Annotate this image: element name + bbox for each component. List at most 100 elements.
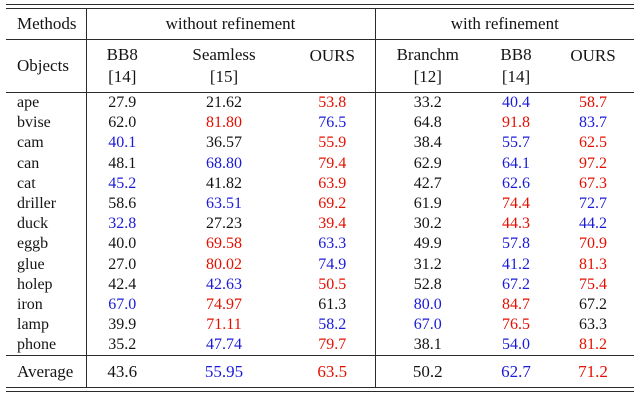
row-label: glue xyxy=(17,255,45,273)
value-cell: 64.1 xyxy=(502,154,530,172)
value-cell: 53.8 xyxy=(318,94,347,112)
value-cell: 47.74 xyxy=(206,336,242,354)
object-row: driller 58.6 63.51 69.2 61.9 74.4 72.7 xyxy=(6,193,634,215)
object-row: duck 32.8 27.23 39.4 30.2 44.3 44.2 xyxy=(6,214,634,235)
value-cell: 38.4 xyxy=(374,133,480,154)
value-cell: 27.23 xyxy=(206,215,242,233)
value-cell: 63.5 xyxy=(290,355,375,388)
object-row: cat 45.2 41.82 63.9 42.7 62.6 67.3 xyxy=(6,173,634,194)
value-cell: 32.8 xyxy=(85,214,158,235)
value-cell: 31.2 xyxy=(374,254,480,275)
value-cell: 80.0 xyxy=(374,294,480,316)
value-cell: 91.8 xyxy=(502,114,530,132)
value-cell: 63.3 xyxy=(579,316,607,334)
methods-label: Methods xyxy=(6,9,86,40)
value-cell: 38.1 xyxy=(374,335,480,356)
top-double-rule xyxy=(6,4,634,9)
value-cell: 64.8 xyxy=(374,113,480,134)
value-cell: 62.6 xyxy=(502,174,530,192)
objects-label: Objects xyxy=(6,39,86,93)
value-cell: 21.62 xyxy=(206,94,242,112)
column-header-ours-w: OURS xyxy=(552,39,634,93)
method-citation: [14] xyxy=(108,67,137,86)
row-label: Average xyxy=(6,355,86,388)
bottom-double-rule xyxy=(6,387,634,393)
row-label: cam xyxy=(17,134,44,152)
row-label: duck xyxy=(17,215,49,233)
value-cell: 58.7 xyxy=(579,94,607,112)
table-body: ape 27.9 21.62 53.8 33.2 40.4 58.7 bvise 62.0 81.… xyxy=(6,92,634,356)
value-cell: 76.5 xyxy=(318,114,347,132)
value-cell: 71.2 xyxy=(552,355,634,388)
method-name: BB8 xyxy=(106,44,138,64)
value-cell: 43.6 xyxy=(85,355,158,388)
value-cell: 67.0 xyxy=(85,294,158,316)
value-cell: 58.6 xyxy=(85,193,158,215)
value-cell: 52.8 xyxy=(374,274,480,295)
value-cell: 40.1 xyxy=(85,133,158,154)
row-label: cat xyxy=(17,174,36,192)
value-cell: 27.0 xyxy=(85,254,158,275)
object-row: can 48.1 68.80 79.4 62.9 64.1 97.2 xyxy=(6,153,634,174)
column-header-branchm-w: Branchm [12] xyxy=(374,39,480,93)
row-label: bvise xyxy=(17,114,51,132)
row-label: iron xyxy=(17,295,43,313)
average-row: Average 43.6 55.95 63.5 50.2 62.7 71.2 xyxy=(6,355,634,388)
object-row: cam 40.1 36.57 55.9 38.4 55.7 62.5 xyxy=(6,133,634,154)
value-cell: 57.8 xyxy=(502,235,530,253)
value-cell: 44.3 xyxy=(502,215,530,233)
row-label: ape xyxy=(17,94,40,112)
value-cell: 40.4 xyxy=(502,94,530,112)
method-name: Seamless xyxy=(192,44,256,64)
value-cell: 80.02 xyxy=(206,255,242,273)
value-cell: 61.9 xyxy=(374,193,480,215)
method-citation: [14] xyxy=(501,67,531,86)
value-cell: 67.2 xyxy=(502,275,530,293)
object-row: lamp 39.9 71.11 58.2 67.0 76.5 63.3 xyxy=(6,315,634,336)
value-cell: 69.58 xyxy=(206,235,242,253)
method-citation: [15] xyxy=(209,67,239,86)
value-cell: 62.9 xyxy=(374,153,480,174)
value-cell: 55.9 xyxy=(318,134,347,152)
value-cell: 84.7 xyxy=(502,295,530,313)
group-header-without-refinement: without refinement xyxy=(85,9,375,40)
row-label: can xyxy=(17,154,40,172)
value-cell: 54.0 xyxy=(502,336,530,354)
value-cell: 63.9 xyxy=(318,174,347,192)
value-cell: 40.0 xyxy=(85,234,158,255)
object-row: phone 35.2 47.74 79.7 38.1 54.0 81.2 xyxy=(6,335,634,356)
column-header-ours-wo: OURS xyxy=(290,39,375,93)
value-cell: 69.2 xyxy=(318,195,347,213)
object-row: ape 27.9 21.62 53.8 33.2 40.4 58.7 xyxy=(6,92,634,114)
column-header-seamless-wo: Seamless [15] xyxy=(158,39,290,93)
value-cell: 83.7 xyxy=(579,114,607,132)
table-foot: Average 43.6 55.95 63.5 50.2 62.7 71.2 xyxy=(6,355,634,388)
value-cell: 68.80 xyxy=(206,154,242,172)
value-cell: 39.9 xyxy=(85,315,158,336)
object-row: holep 42.4 42.63 50.5 52.8 67.2 75.4 xyxy=(6,274,634,295)
value-cell: 62.5 xyxy=(579,134,607,152)
value-cell: 42.63 xyxy=(206,275,242,293)
value-cell: 97.2 xyxy=(579,154,607,172)
value-cell: 67.0 xyxy=(374,315,480,336)
value-cell: 30.2 xyxy=(374,214,480,235)
value-cell: 63.51 xyxy=(206,195,242,213)
value-cell: 48.1 xyxy=(85,153,158,174)
value-cell: 49.9 xyxy=(374,234,480,255)
row-label: phone xyxy=(17,336,57,354)
value-cell: 50.2 xyxy=(374,355,480,388)
value-cell: 79.4 xyxy=(318,154,347,172)
value-cell: 76.5 xyxy=(502,316,530,334)
value-cell: 33.2 xyxy=(374,92,480,114)
value-cell: 70.9 xyxy=(579,235,607,253)
value-cell: 81.2 xyxy=(579,336,607,354)
column-header-bb8-wo: BB8 [14] xyxy=(85,39,158,93)
methods-header-row: Methods without refinement with refineme… xyxy=(6,9,634,40)
value-cell: 67.2 xyxy=(579,295,607,313)
value-cell: 41.82 xyxy=(206,174,242,192)
value-cell: 55.7 xyxy=(502,134,530,152)
value-cell: 74.9 xyxy=(318,255,347,273)
value-cell: 58.2 xyxy=(318,316,347,334)
value-cell: 27.9 xyxy=(85,92,158,114)
columns-header-row: Objects BB8 [14] Seamless [15] OURS Bran… xyxy=(6,39,634,93)
